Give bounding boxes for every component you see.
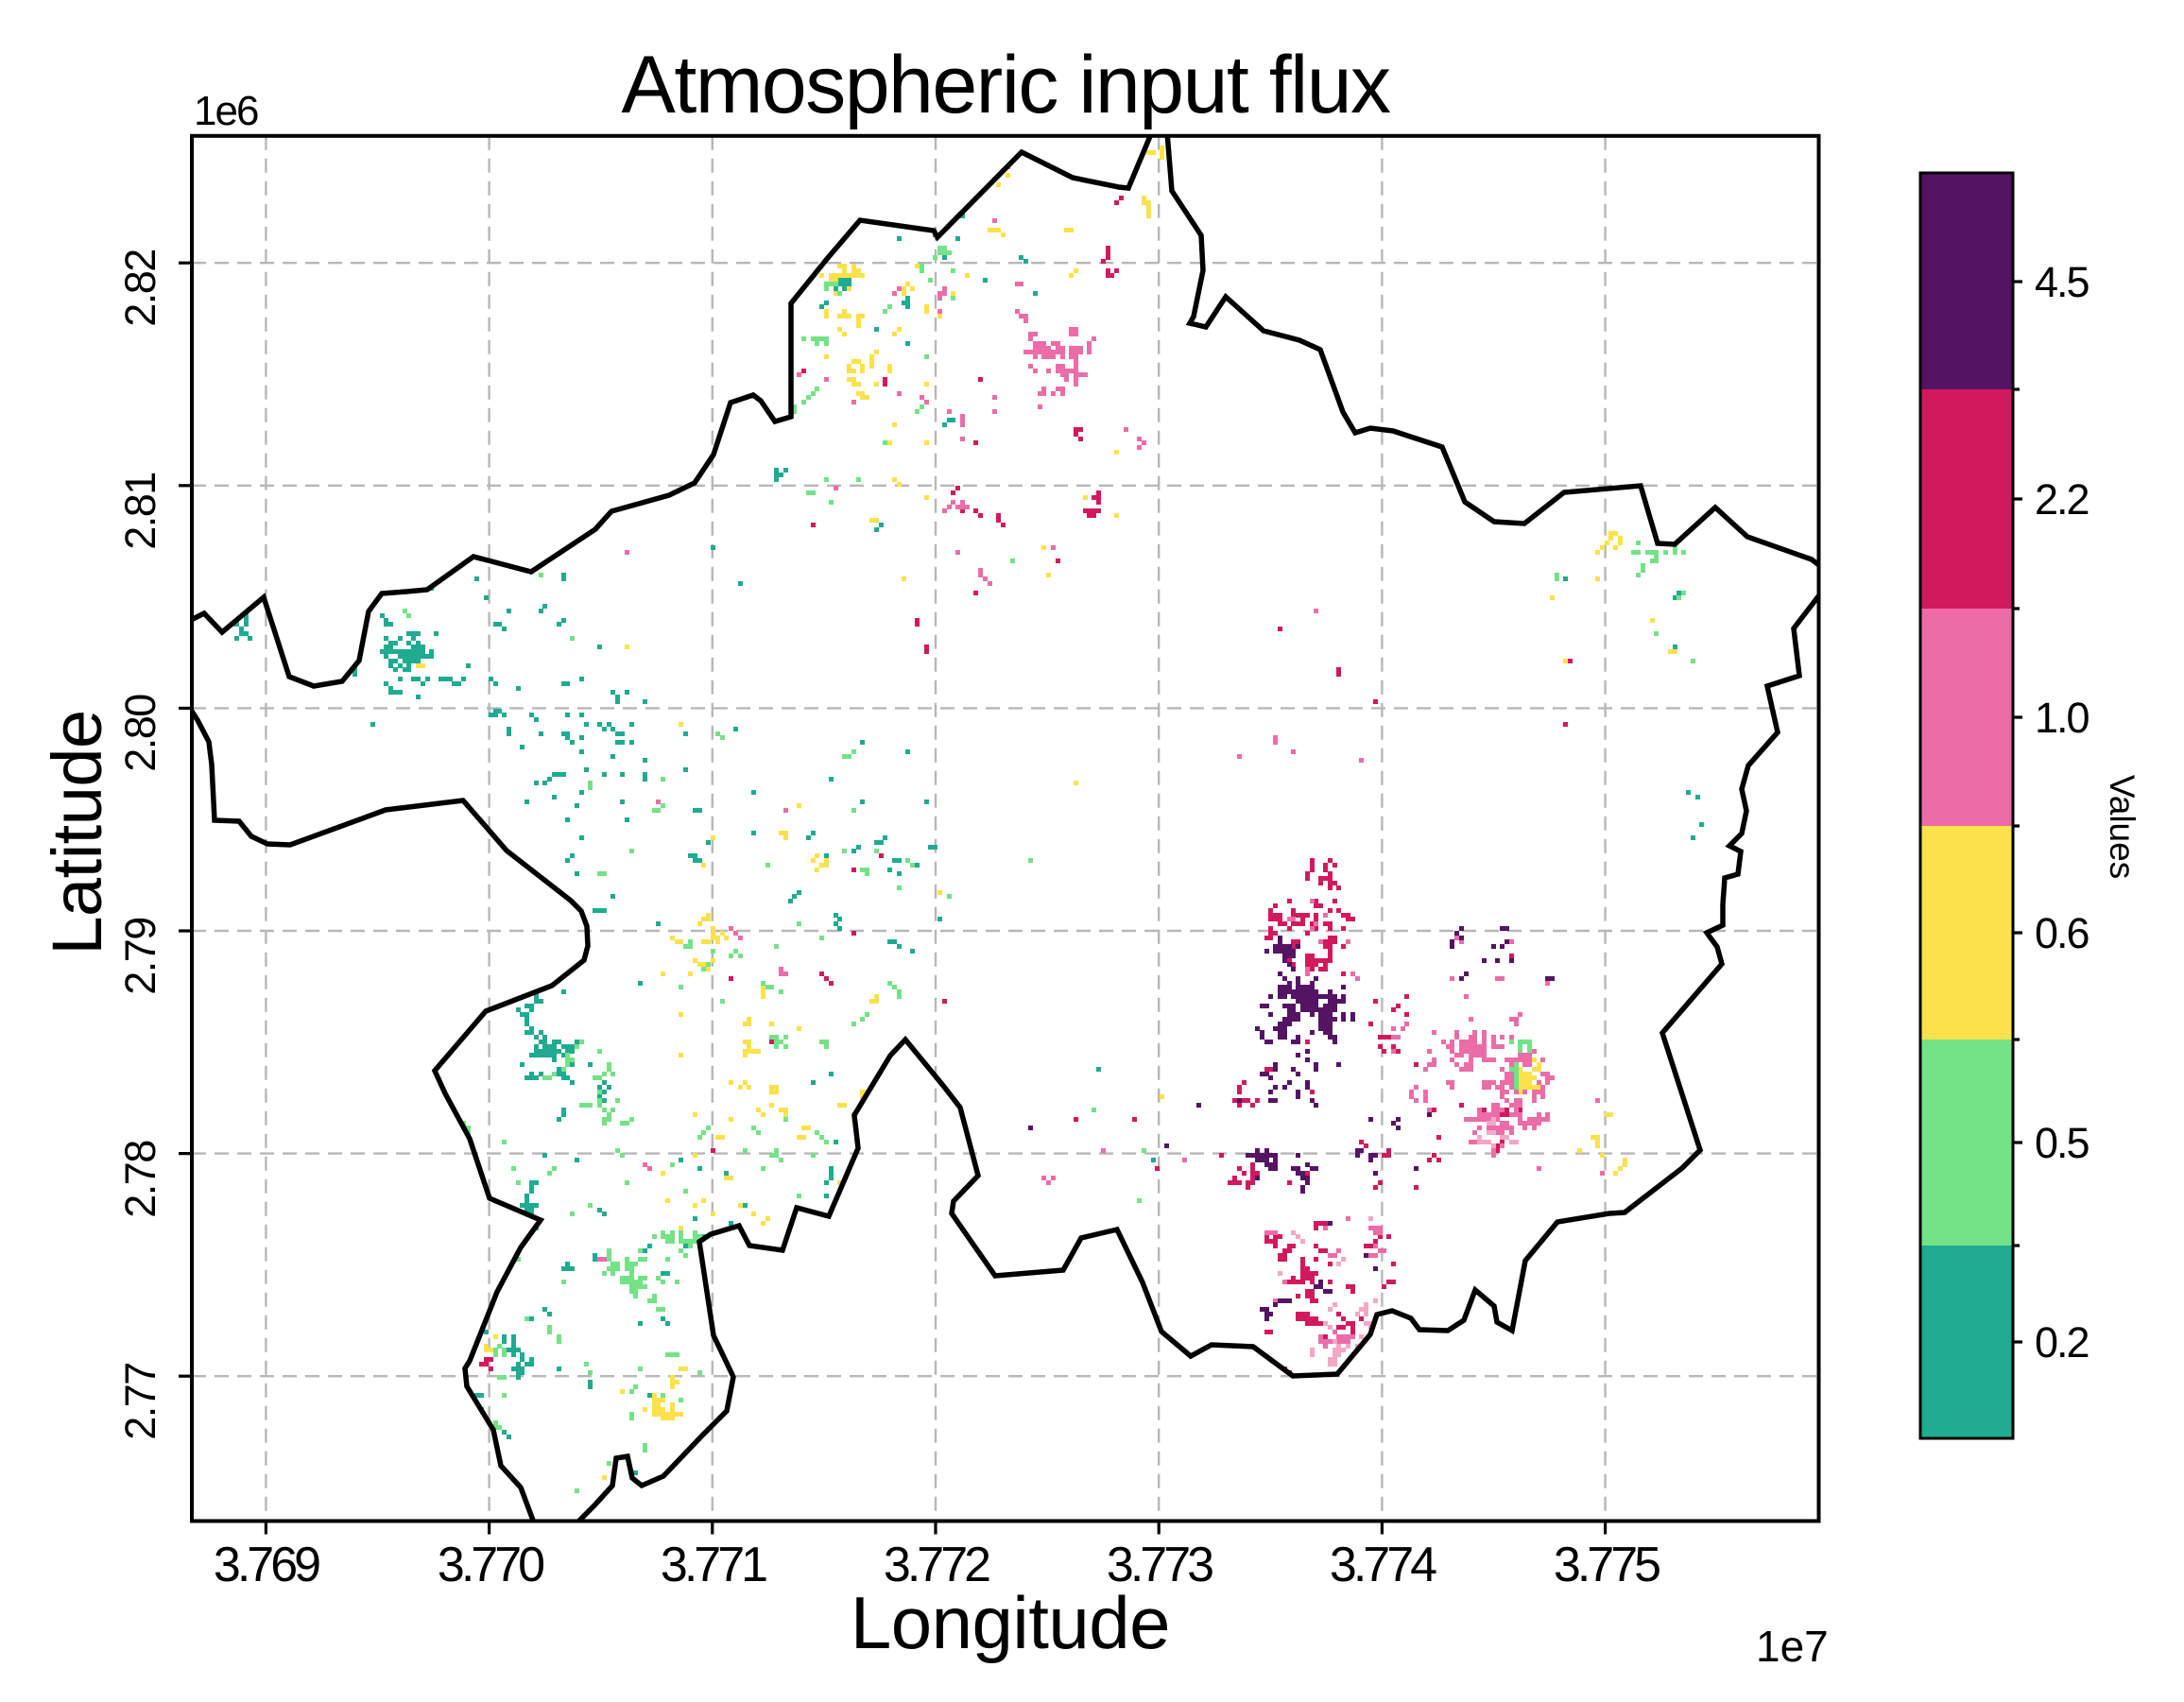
- svg-text:2.78: 2.78: [116, 1141, 164, 1218]
- svg-text:1e6: 1e6: [194, 88, 258, 134]
- svg-text:0.5: 0.5: [2035, 1119, 2089, 1167]
- svg-text:0.2: 0.2: [2035, 1318, 2089, 1367]
- svg-text:0.6: 0.6: [2035, 909, 2089, 957]
- svg-text:3.774: 3.774: [1330, 1538, 1436, 1592]
- svg-text:2.79: 2.79: [116, 918, 164, 995]
- svg-text:3.772: 3.772: [884, 1538, 989, 1592]
- svg-text:Longitude: Longitude: [851, 1581, 1170, 1664]
- svg-text:3.773: 3.773: [1107, 1538, 1212, 1592]
- svg-text:2.2: 2.2: [2035, 475, 2089, 524]
- svg-text:3.769: 3.769: [214, 1538, 319, 1592]
- svg-text:4.5: 4.5: [2035, 258, 2089, 306]
- svg-text:2.77: 2.77: [116, 1363, 164, 1440]
- svg-text:Values: Values: [2103, 775, 2141, 879]
- svg-text:3.775: 3.775: [1554, 1538, 1659, 1592]
- svg-text:3.771: 3.771: [661, 1538, 766, 1592]
- svg-text:1.0: 1.0: [2035, 694, 2089, 742]
- svg-text:Latitude: Latitude: [38, 710, 116, 954]
- svg-text:2.80: 2.80: [116, 695, 164, 772]
- svg-text:1e7: 1e7: [1756, 1622, 1829, 1671]
- svg-text:2.82: 2.82: [116, 249, 164, 327]
- svg-text:3.770: 3.770: [438, 1538, 543, 1592]
- svg-text:2.81: 2.81: [116, 473, 164, 550]
- svg-text:Atmospheric input flux: Atmospheric input flux: [621, 40, 1391, 130]
